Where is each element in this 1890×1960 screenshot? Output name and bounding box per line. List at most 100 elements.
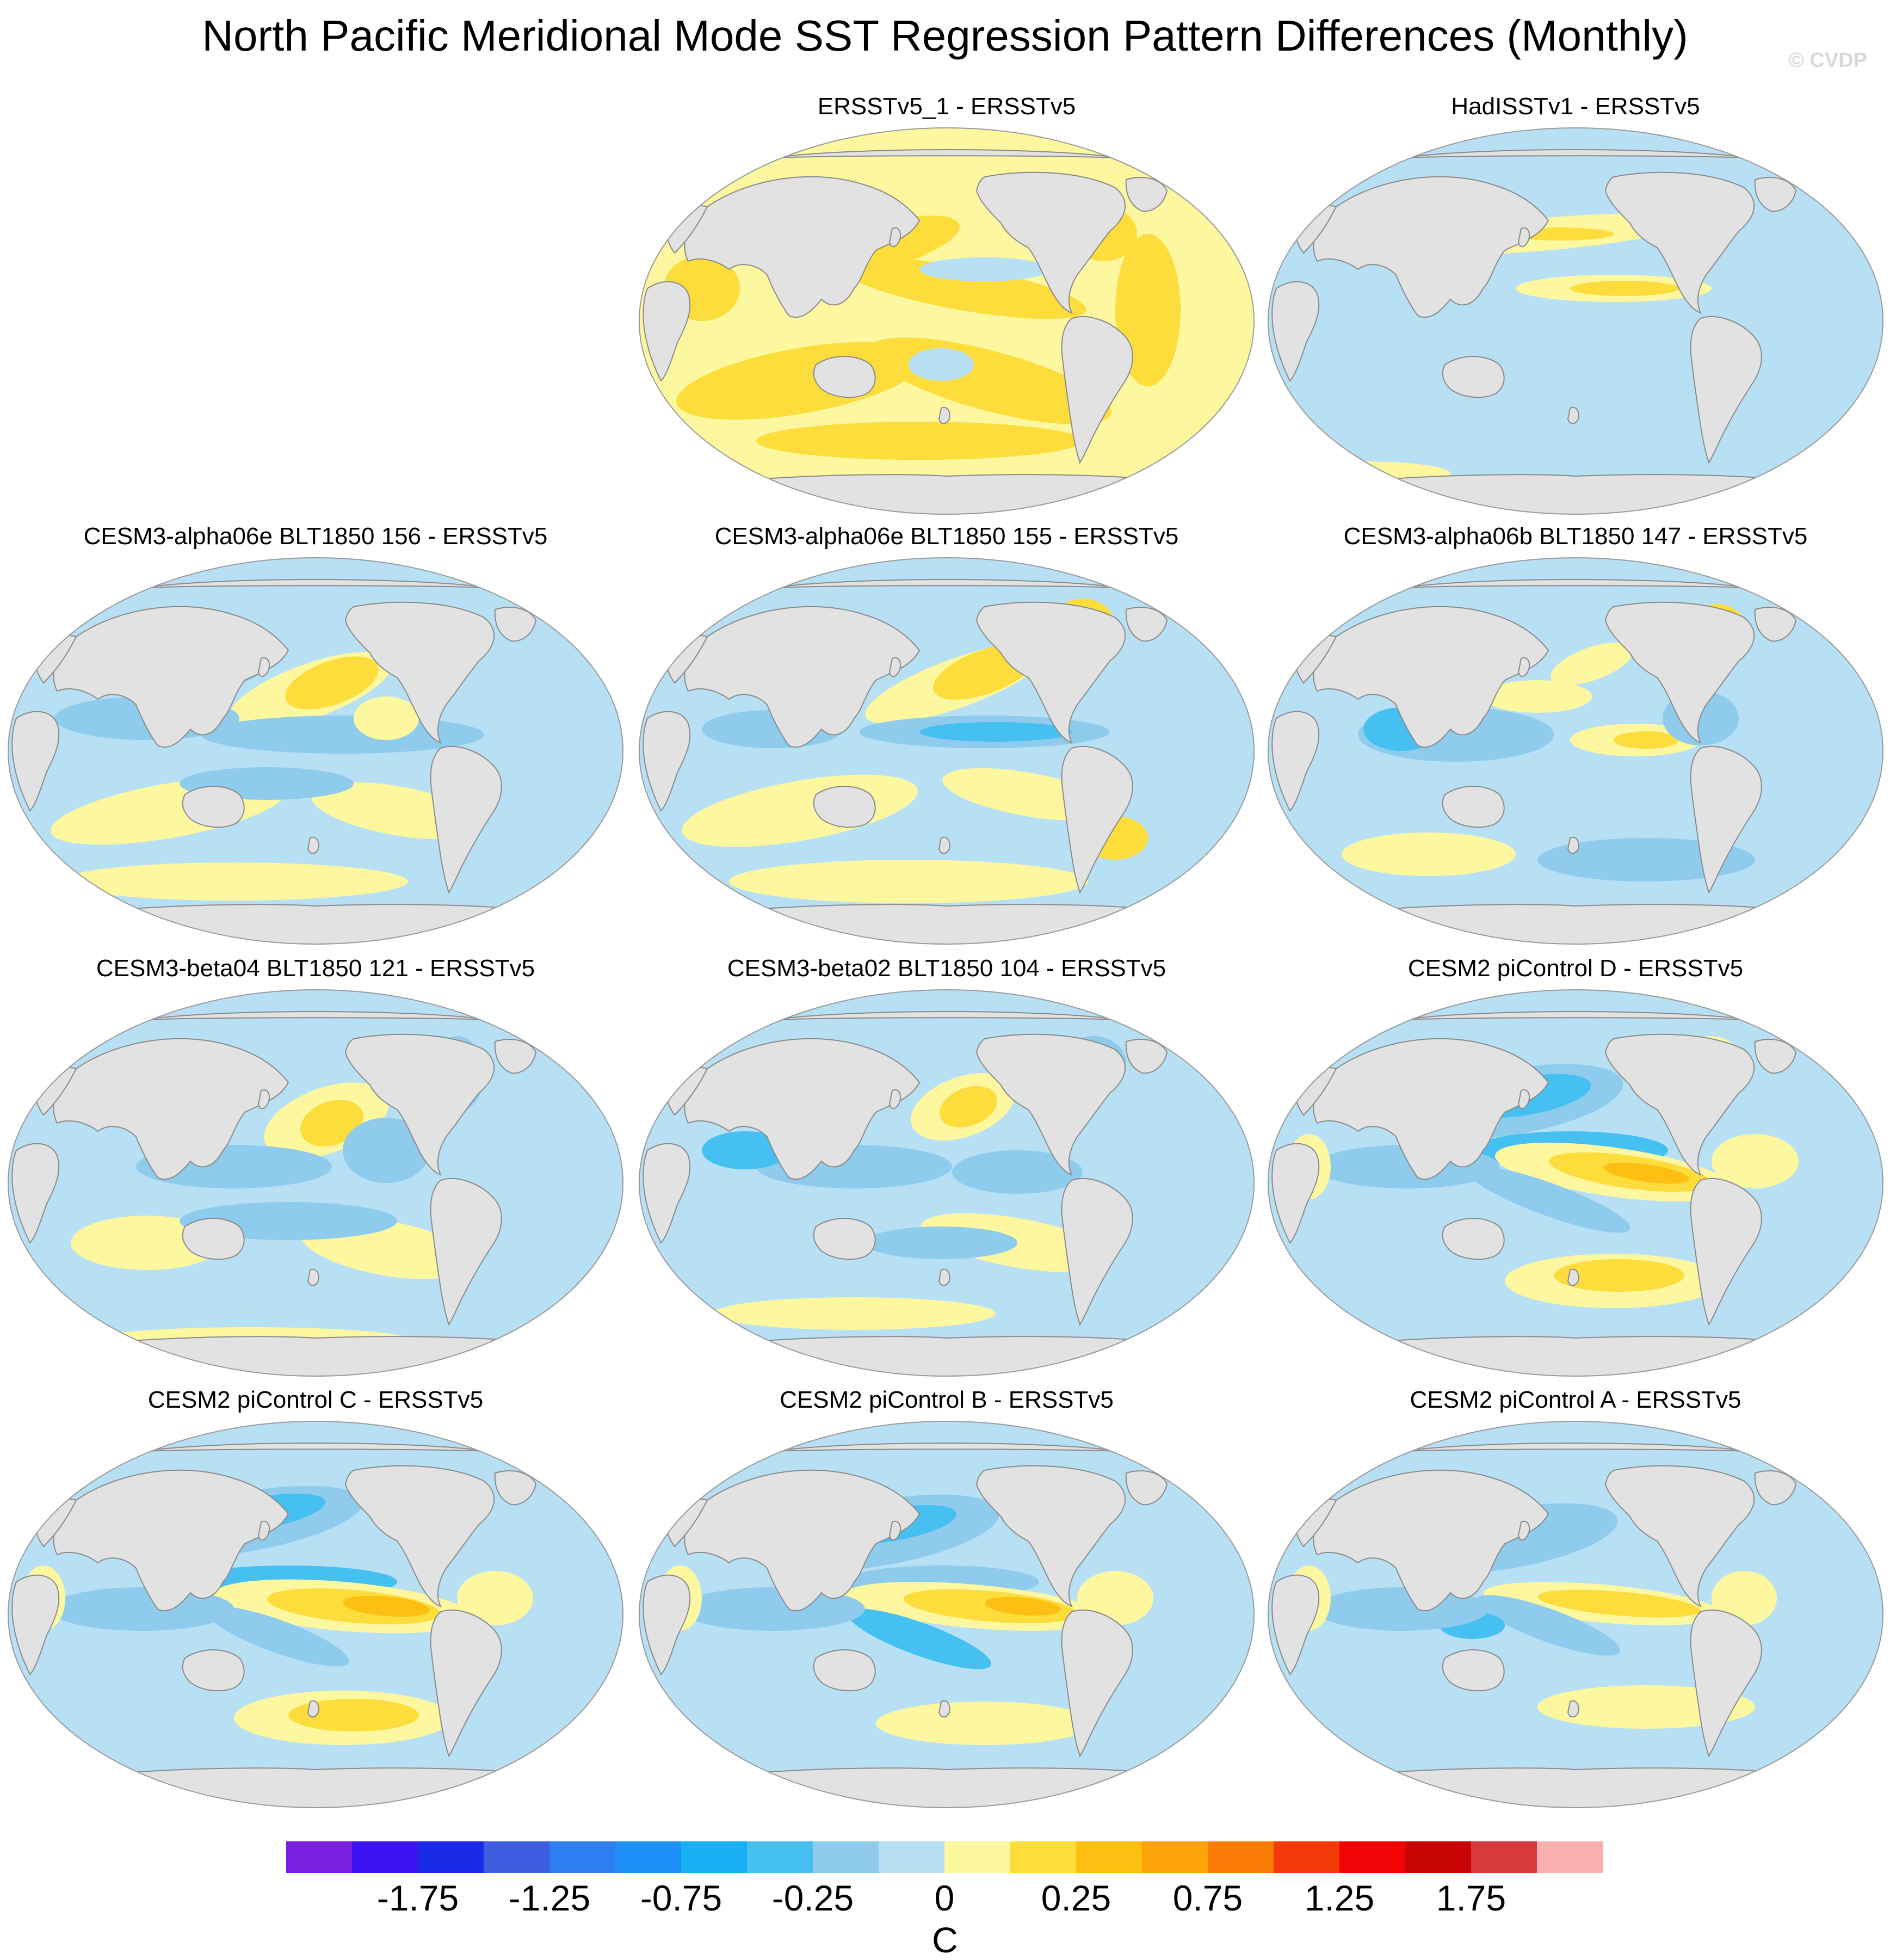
land-northAmerica xyxy=(975,1033,1126,1176)
panel-title: CESM2 piControl A - ERSSTv5 xyxy=(1410,1386,1741,1413)
land-southAmerica xyxy=(1061,316,1133,464)
land-asia xyxy=(1313,176,1549,318)
colorbar-cell xyxy=(1405,1841,1472,1873)
land-newZealand xyxy=(307,1268,319,1286)
land-australia xyxy=(813,1649,876,1692)
map-border xyxy=(639,1421,1255,1808)
land-asia xyxy=(684,606,921,748)
land-africa xyxy=(1271,1574,1320,1675)
land-newZealand xyxy=(307,836,319,854)
land-northAmerica xyxy=(1604,1465,1755,1607)
colorbar-unit: C xyxy=(932,1920,958,1960)
land-antarctica xyxy=(70,904,561,944)
land-northAmerica xyxy=(1604,1033,1755,1176)
land-southAmerica xyxy=(1061,1178,1133,1326)
land-northAmerica xyxy=(975,171,1126,314)
land-northAmerica xyxy=(344,1033,495,1176)
colorbar-cell xyxy=(879,1841,945,1873)
sst-anomaly-region xyxy=(1712,1134,1799,1188)
map-border xyxy=(8,557,623,945)
sst-anomaly-region xyxy=(939,1086,998,1127)
land-northAmerica xyxy=(975,601,1126,744)
land-asia xyxy=(1313,1038,1549,1180)
land-southAmerica xyxy=(1061,1609,1133,1758)
land-greenland xyxy=(1754,1470,1797,1506)
land-southAmerica xyxy=(1690,316,1762,464)
land-africa xyxy=(1271,711,1320,812)
land-africa xyxy=(643,711,691,812)
robinson-map xyxy=(1268,557,1883,945)
land-southAmerica xyxy=(430,1609,502,1758)
land-newZealand xyxy=(938,406,950,424)
panel-title: HadISSTv1 - ERSSTv5 xyxy=(1451,93,1700,120)
land-antarctica xyxy=(701,1767,1192,1808)
map-panel: ERSSTv5_1 - ERSSTv5 xyxy=(631,91,1262,521)
colorbar-cell xyxy=(286,1841,353,1873)
colorbar-cell xyxy=(418,1841,484,1873)
colorbar-cell xyxy=(1010,1841,1077,1873)
land-southAmerica xyxy=(430,1178,502,1326)
map-panel: CESM3-alpha06e BLT1850 156 - ERSSTv5 xyxy=(0,521,631,951)
sst-anomaly-region xyxy=(457,1571,533,1625)
land-australia xyxy=(813,1218,876,1260)
land-australia xyxy=(1442,356,1505,398)
land-africa xyxy=(11,1143,60,1244)
land-japan xyxy=(1517,227,1530,248)
watermark: © CVDP xyxy=(1788,49,1867,72)
land-newZealand xyxy=(1567,1268,1579,1286)
map-border xyxy=(8,989,623,1377)
colorbar-tick-label: -1.75 xyxy=(376,1878,459,1918)
colorbar-tick-label: -1.25 xyxy=(508,1878,591,1918)
panel-title: CESM3-beta04 BLT1850 121 - ERSSTv5 xyxy=(96,955,535,982)
land-japan xyxy=(1517,1089,1530,1110)
colorbar-tick-label: 1.25 xyxy=(1304,1878,1375,1918)
map-panel: CESM3-alpha06b BLT1850 147 - ERSSTv5 xyxy=(1260,521,1890,951)
land-antarctica xyxy=(701,904,1192,944)
colorbar-cell xyxy=(747,1841,813,1873)
colorbar-tick-label: -0.25 xyxy=(771,1878,854,1918)
land-japan xyxy=(888,1089,901,1110)
sst-anomaly-region xyxy=(1342,833,1516,876)
land-africa xyxy=(643,281,691,382)
colorbar-tick-label: 0.75 xyxy=(1172,1878,1243,1918)
land-australia xyxy=(182,786,245,828)
land-asia xyxy=(1313,606,1549,748)
sst-anomaly-region xyxy=(1712,1571,1777,1625)
land-africa xyxy=(1271,1143,1320,1244)
map-border xyxy=(1268,557,1883,945)
land-asia xyxy=(684,1469,921,1612)
land-newZealand xyxy=(1567,406,1579,424)
land-greenland xyxy=(1125,607,1168,642)
sst-anomaly-region xyxy=(919,722,1072,742)
land-greenland xyxy=(494,607,537,642)
colorbar-tick-label: 1.75 xyxy=(1436,1878,1506,1918)
colorbar-cell xyxy=(352,1841,418,1873)
land-asia xyxy=(53,606,289,748)
land-southAmerica xyxy=(1690,1609,1762,1758)
land-northAmerica xyxy=(344,1465,495,1607)
sst-anomaly-region xyxy=(985,1597,1061,1616)
sst-anomaly-region xyxy=(1466,1166,1630,1233)
land-newZealand xyxy=(1567,1700,1579,1718)
map-border xyxy=(1268,1421,1883,1808)
sst-anomaly-region xyxy=(876,1702,1094,1745)
land-australia xyxy=(1442,786,1505,828)
robinson-map xyxy=(639,127,1255,515)
land-japan xyxy=(257,657,270,677)
land-africa xyxy=(1271,281,1320,382)
map-border xyxy=(1268,989,1883,1377)
sst-anomaly-region xyxy=(865,1226,1017,1259)
sst-anomaly-region xyxy=(354,697,419,740)
land-australia xyxy=(182,1218,245,1260)
sst-anomaly-region xyxy=(343,1118,430,1183)
land-antarctica xyxy=(1330,1336,1821,1376)
land-antarctica xyxy=(1330,474,1821,514)
land-newZealand xyxy=(938,1268,950,1286)
land-asia xyxy=(53,1469,289,1612)
panel-title: ERSSTv5_1 - ERSSTv5 xyxy=(817,93,1076,120)
sst-anomaly-region xyxy=(713,1297,996,1330)
map-border xyxy=(1268,127,1883,515)
land-antarctica xyxy=(701,474,1192,514)
panel-title: CESM2 piControl B - ERSSTv5 xyxy=(780,1386,1114,1413)
sst-anomaly-region xyxy=(680,1587,865,1631)
